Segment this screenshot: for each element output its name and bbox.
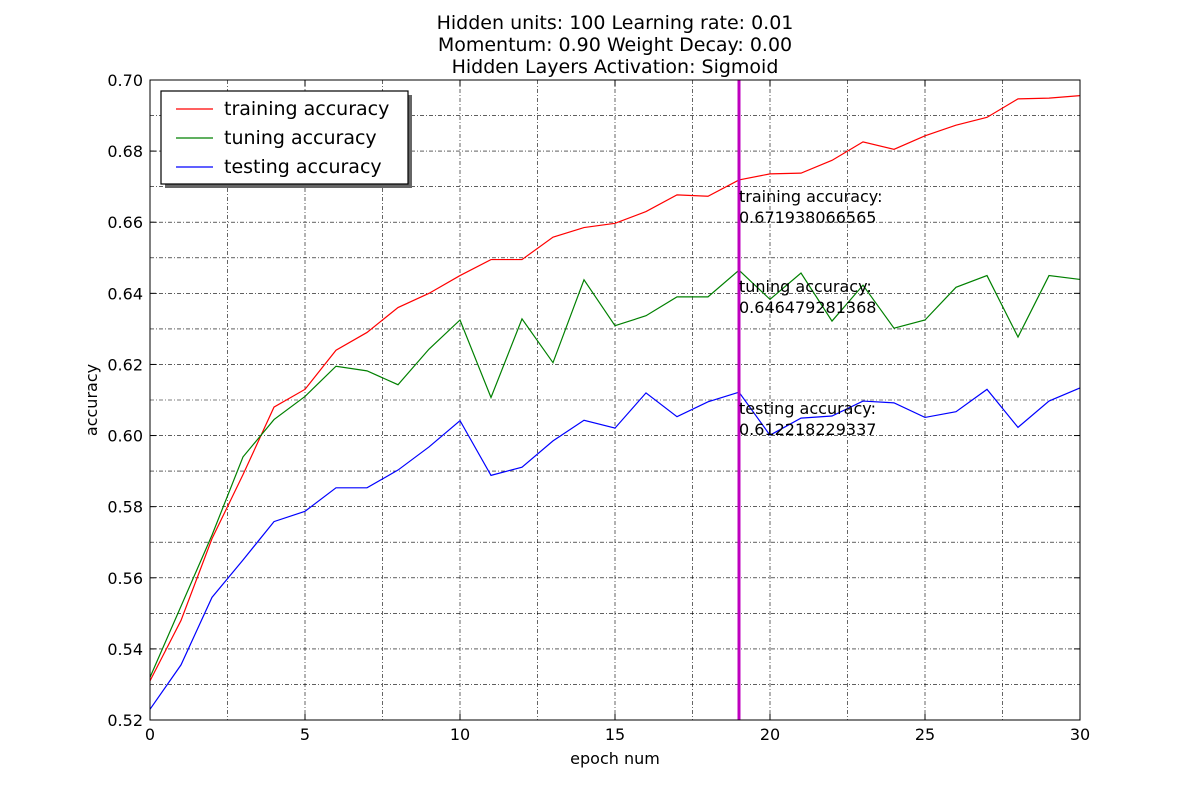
legend-label-testing-accuracy: testing accuracy (224, 156, 382, 178)
annotation-2-line-0: testing accuracy: (739, 399, 876, 418)
annotation-1-line-1: 0.646479281368 (739, 298, 876, 317)
x-tick-label: 15 (605, 725, 625, 744)
legend-label-training-accuracy: training accuracy (224, 98, 389, 120)
chart-title: Hidden units: 100 Learning rate: 0.01 Mo… (437, 12, 794, 78)
annotation-2-line-1: 0.612218229337 (739, 420, 876, 439)
x-axis-ticks: 0 5 10 15 20 25 30 (145, 80, 1090, 744)
annotation-0-line-1: 0.671938066565 (739, 208, 876, 227)
chart-title-line-3: Hidden Layers Activation: Sigmoid (452, 56, 779, 78)
y-tick-label: 0.54 (107, 640, 143, 659)
x-tick-label: 20 (760, 725, 780, 744)
y-tick-label: 0.58 (107, 498, 143, 517)
y-tick-label: 0.68 (107, 142, 143, 161)
legend: training accuracy tuning accuracy testing … (160, 90, 412, 188)
x-tick-label: 25 (915, 725, 935, 744)
y-tick-label: 0.70 (107, 71, 143, 90)
y-tick-label: 0.62 (107, 355, 143, 374)
annotation-0-line-0: training accuracy: (739, 187, 882, 206)
chart-title-line-1: Hidden units: 100 Learning rate: 0.01 (437, 12, 794, 34)
grid-lines (150, 80, 1080, 720)
y-tick-label: 0.64 (107, 284, 143, 303)
y-axis-label: accuracy (82, 364, 101, 436)
series-layer (149, 95, 1081, 710)
y-tick-label: 0.60 (107, 427, 143, 446)
annotation-layer: training accuracy: 0.671938066565 tuning a… (739, 187, 882, 439)
annotation-1-line-0: tuning accuracy: (739, 277, 872, 296)
y-tick-label: 0.66 (107, 213, 143, 232)
y-tick-label: 0.56 (107, 569, 143, 588)
chart-title-line-2: Momentum: 0.90 Weight Decay: 0.00 (438, 34, 792, 56)
x-tick-label: 5 (300, 725, 310, 744)
x-axis-label: epoch num (570, 749, 660, 768)
y-axis-ticks: 0.52 0.54 0.56 0.58 0.60 0.62 0.64 0.66 0.68 0.70 (107, 71, 1080, 730)
x-tick-label: 0 (145, 725, 155, 744)
y-tick-label: 0.52 (107, 711, 143, 730)
legend-label-tuning-accuracy: tuning accuracy (224, 127, 377, 149)
x-tick-label: 30 (1070, 725, 1090, 744)
x-tick-label: 10 (450, 725, 470, 744)
